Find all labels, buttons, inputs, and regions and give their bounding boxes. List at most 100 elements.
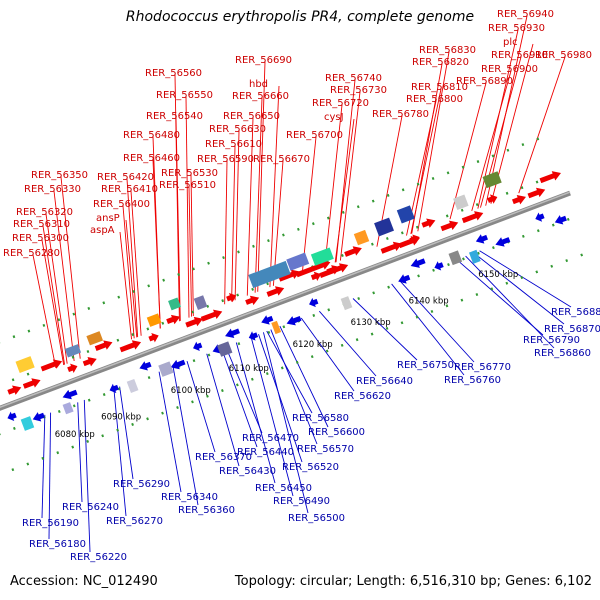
reverse-gene-14 — [410, 258, 426, 268]
reverse-gene-label: RER_56470 — [242, 433, 299, 444]
reverse-gene-label: RER_56520 — [282, 462, 339, 473]
forward-gene-label: RER_56630 — [209, 124, 266, 135]
reverse-gene-label: RER_56370 — [195, 452, 252, 463]
forward-gene-label: RER_56530 — [161, 168, 218, 179]
genome-band — [0, 133, 593, 472]
scale-tick-label: 6130 kbp — [351, 318, 391, 328]
reverse-gene-label: RER_56340 — [161, 492, 218, 503]
feature-box-23 — [158, 361, 174, 377]
forward-gene-label: RER_56310 — [13, 219, 70, 230]
forward-gene-label: RER_56820 — [412, 57, 469, 68]
reverse-gene-3 — [109, 383, 119, 394]
forward-gene-label: RER_56980 — [535, 50, 592, 61]
forward-gene-label: RER_56320 — [16, 207, 73, 218]
forward-gene-13 — [245, 295, 260, 306]
scale-tick-label: 6090 kbp — [101, 412, 141, 422]
forward-gene-15 — [278, 269, 300, 282]
reverse-gene-label: RER_56500 — [288, 513, 345, 524]
guide-lane-0 — [0, 133, 549, 344]
scale-tick-label: 6100 kbp — [171, 386, 211, 396]
scale-tick-label: 6120 kbp — [293, 340, 333, 350]
forward-gene-10 — [185, 316, 204, 328]
forward-gene-label: RER_56940 — [497, 9, 554, 20]
map-title: Rhodococcus erythropolis PR4, complete g… — [125, 9, 475, 25]
reverse-gene-13 — [398, 274, 411, 284]
forward-gene-14 — [266, 286, 285, 297]
forward-gene-3 — [40, 359, 63, 372]
forward-gene-5 — [82, 357, 97, 367]
forward-gene-12 — [226, 292, 237, 303]
forward-gene-label: RER_56590 — [197, 154, 254, 165]
feature-box-5 — [168, 297, 181, 311]
forward-gene-label: RER_56300 — [12, 233, 69, 244]
scale-tick-label: 6150 kbp — [478, 270, 518, 280]
forward-gene-label: RER_56740 — [325, 73, 382, 84]
gene-features — [7, 171, 567, 431]
feature-box-22 — [20, 416, 35, 431]
reverse-gene-4 — [139, 361, 152, 371]
forward-gene-2 — [22, 378, 41, 389]
forward-gene-label: RER_56610 — [205, 139, 262, 150]
reverse-gene-12 — [309, 297, 319, 308]
reverse-gene-1 — [32, 412, 45, 422]
forward-gene-label: RER_56890 — [456, 76, 513, 87]
reverse-gene-label: RER_56430 — [219, 466, 276, 477]
forward-gene-22 — [440, 220, 459, 232]
reverse-gene-18 — [535, 212, 545, 222]
accession-text: Accession: NC_012490 — [10, 574, 158, 589]
forward-gene-label: aspA — [90, 225, 115, 236]
forward-gene-18 — [344, 246, 362, 257]
feature-box-7 — [248, 260, 291, 289]
forward-gene-23 — [461, 211, 484, 224]
reverse-gene-label: RER_56580 — [292, 413, 349, 424]
reverse-gene-label: RER_56880 — [551, 307, 600, 318]
forward-gene-label: RER_56700 — [286, 130, 343, 141]
reverse-gene-10 — [261, 315, 274, 325]
feature-box-4 — [146, 313, 162, 327]
forward-gene-label: RER_56660 — [232, 91, 289, 102]
label-leader-lines — [32, 15, 572, 553]
guide-lane-2 — [0, 214, 579, 436]
forward-gene-label: RER_56690 — [235, 55, 292, 66]
forward-gene-1 — [7, 385, 22, 395]
forward-gene-9 — [166, 314, 181, 325]
forward-gene-label: RER_56400 — [93, 199, 150, 210]
reverse-gene-label: RER_56640 — [356, 376, 413, 387]
scale-tick-label: 6080 kbp — [55, 430, 95, 440]
feature-box-13 — [453, 194, 469, 210]
feature-box-21 — [448, 250, 463, 266]
forward-gene-label: RER_56720 — [312, 98, 369, 109]
forward-gene-label: plc — [503, 37, 518, 48]
forward-gene-label: RER_56560 — [145, 68, 202, 79]
topology-text: Topology: circular; Length: 6,516,310 bp… — [234, 574, 592, 589]
reverse-gene-label: RER_56790 — [523, 335, 580, 346]
forward-gene-long-2 — [319, 263, 349, 278]
reverse-gene-label: RER_56760 — [444, 375, 501, 386]
reverse-gene-label: RER_56620 — [334, 391, 391, 402]
scale-ticks: 6080 kbp 6090 kbp 6100 kbp 6110 kbp 6120 kbp… — [55, 270, 519, 440]
reverse-gene-5 — [170, 359, 186, 370]
reverse-gene-label: RER_56360 — [178, 505, 235, 516]
forward-gene-25 — [511, 195, 526, 205]
forward-gene-long-1 — [295, 260, 331, 278]
forward-gene-label: RER_56410 — [101, 184, 158, 195]
scale-tick-label: 6110 kbp — [229, 364, 269, 374]
forward-gene-label: RER_56540 — [146, 111, 203, 122]
forward-gene-long-3 — [398, 236, 420, 249]
forward-gene-label: RER_56550 — [156, 90, 213, 101]
forward-gene-label: RER_56830 — [419, 45, 476, 56]
forward-gene-label: cysJ — [324, 112, 344, 123]
forward-gene-label: RER_56480 — [123, 130, 180, 141]
reverse-gene-label: RER_56190 — [22, 518, 79, 529]
reverse-gene-11 — [286, 315, 302, 326]
forward-gene-label: RER_56330 — [24, 184, 81, 195]
forward-gene-label: RER_56800 — [406, 94, 463, 105]
forward-gene-4 — [67, 363, 78, 373]
feature-box-18 — [271, 320, 282, 335]
genome-backbone — [0, 190, 571, 411]
reverse-gene-2 — [62, 389, 78, 400]
forward-gene-19 — [380, 241, 403, 254]
forward-gene-label: RER_56280 — [3, 248, 60, 259]
